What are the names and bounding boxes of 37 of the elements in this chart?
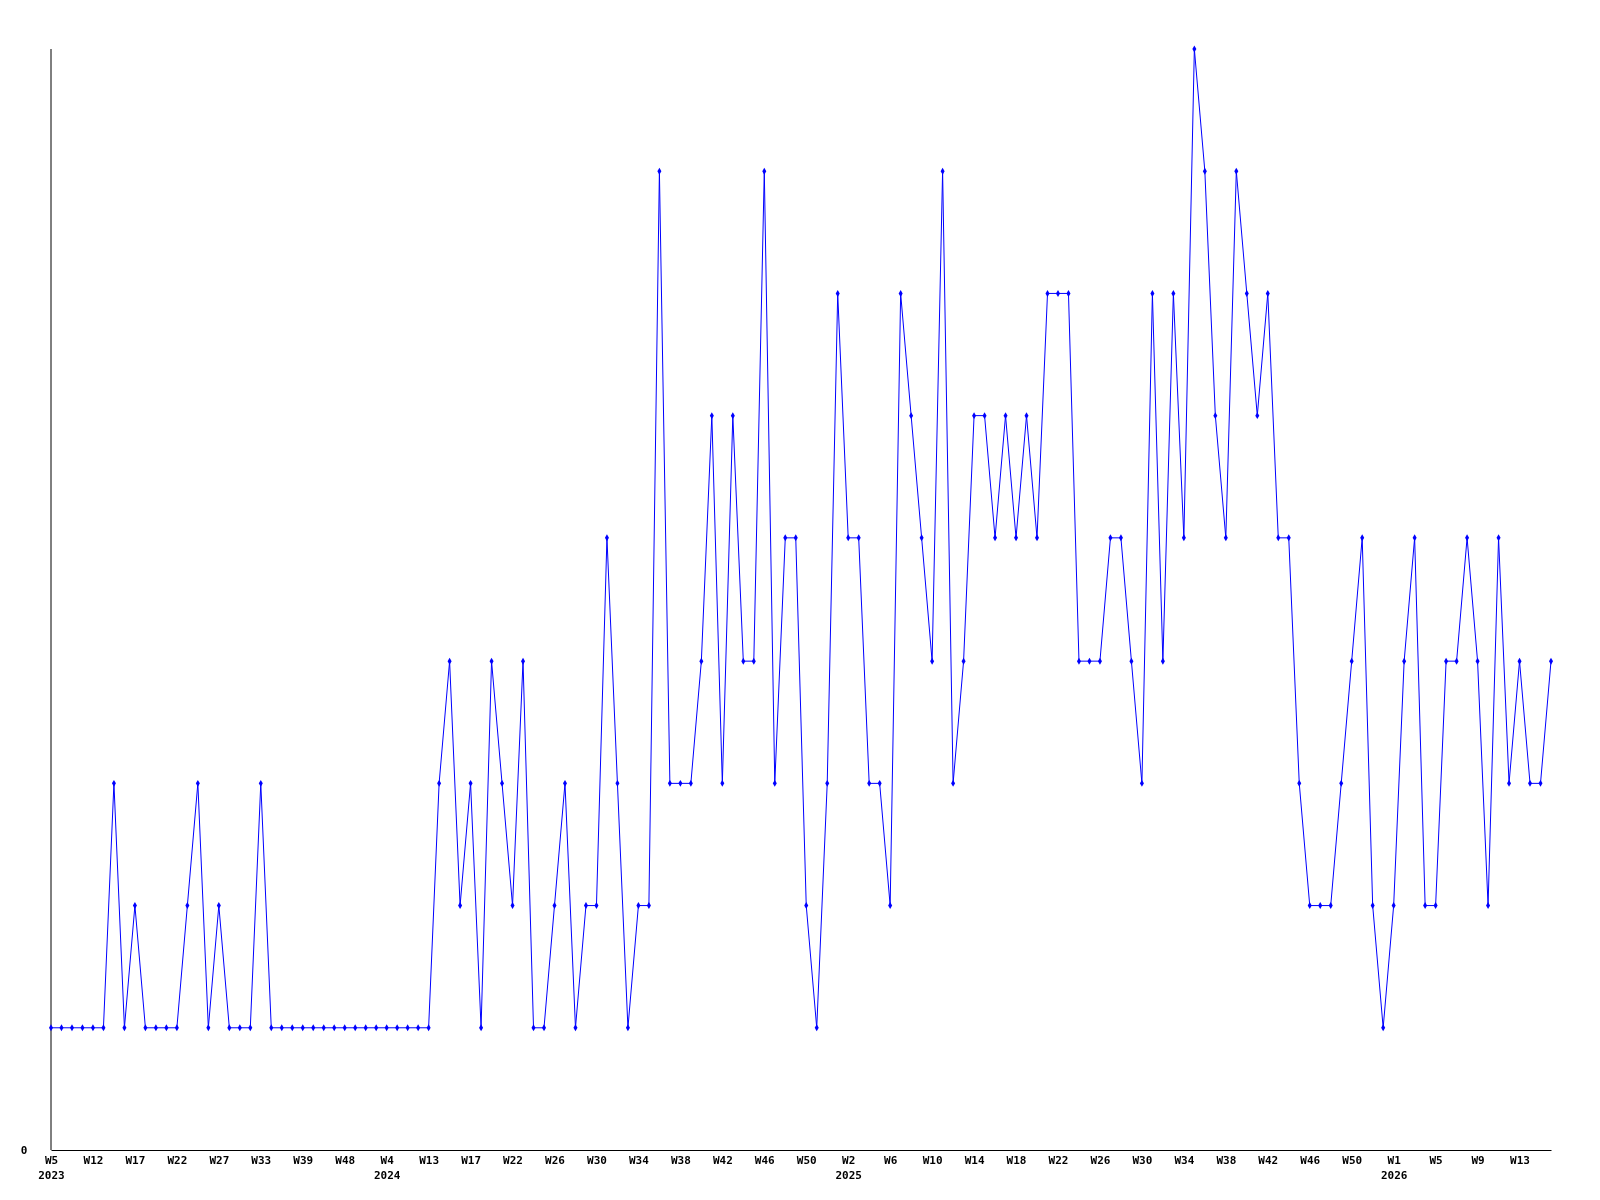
x-tick-label: W4 2024 <box>373 1154 401 1182</box>
x-tick-label: W30 <box>587 1154 607 1167</box>
x-tick-label: W2 2025 <box>835 1154 862 1182</box>
x-tick-label: W30 <box>1132 1154 1153 1167</box>
x-tick-label: W13 <box>419 1154 440 1167</box>
x-tick-label: W39 <box>293 1154 314 1167</box>
x-tick-label: W9 <box>1471 1154 1485 1167</box>
x-tick-label: W22 <box>167 1154 188 1167</box>
x-tick-label: W12 <box>83 1154 104 1167</box>
x-tick-label: W26 <box>1090 1154 1111 1167</box>
x-tick-label: W50 <box>796 1154 817 1167</box>
x-tick-label: W46 <box>1300 1154 1321 1167</box>
x-tick-label: W27 <box>209 1154 230 1167</box>
x-tick-label: W50 <box>1342 1154 1363 1167</box>
x-tick-label: W17 <box>125 1154 146 1167</box>
x-tick-label: W22 <box>503 1154 523 1167</box>
x-tick-label: W13 <box>1510 1154 1530 1167</box>
x-tick-label: W48 <box>335 1154 356 1167</box>
x-tick-label: W5 2023 <box>38 1154 65 1182</box>
x-tick-label: W18 <box>1006 1154 1027 1167</box>
x-tick-label: W42 <box>1258 1154 1279 1167</box>
x-tick-label: W22 <box>1048 1154 1069 1167</box>
x-tick-label: W34 <box>1174 1154 1195 1167</box>
text: 0 <box>20 1144 28 1157</box>
x-tick-label: W33 <box>251 1154 272 1167</box>
x-tick-label: W46 <box>754 1154 776 1167</box>
x-tick-label: W34 <box>628 1154 650 1167</box>
x-tick-label: W17 <box>461 1154 482 1167</box>
x-tick-label: W10 <box>922 1154 943 1167</box>
x-tick-label: W26 <box>545 1154 566 1167</box>
x-tick-label: W38 <box>1216 1154 1237 1167</box>
x-tick-label: W5 <box>1429 1154 1443 1167</box>
x-tick-label: W1 2026 <box>1380 1154 1408 1182</box>
x-tick-label: W38 <box>670 1154 691 1167</box>
x-tick-label: W42 <box>712 1154 733 1167</box>
x-tick-label: W14 <box>964 1154 985 1167</box>
x-tick-label: W6 <box>884 1154 898 1167</box>
